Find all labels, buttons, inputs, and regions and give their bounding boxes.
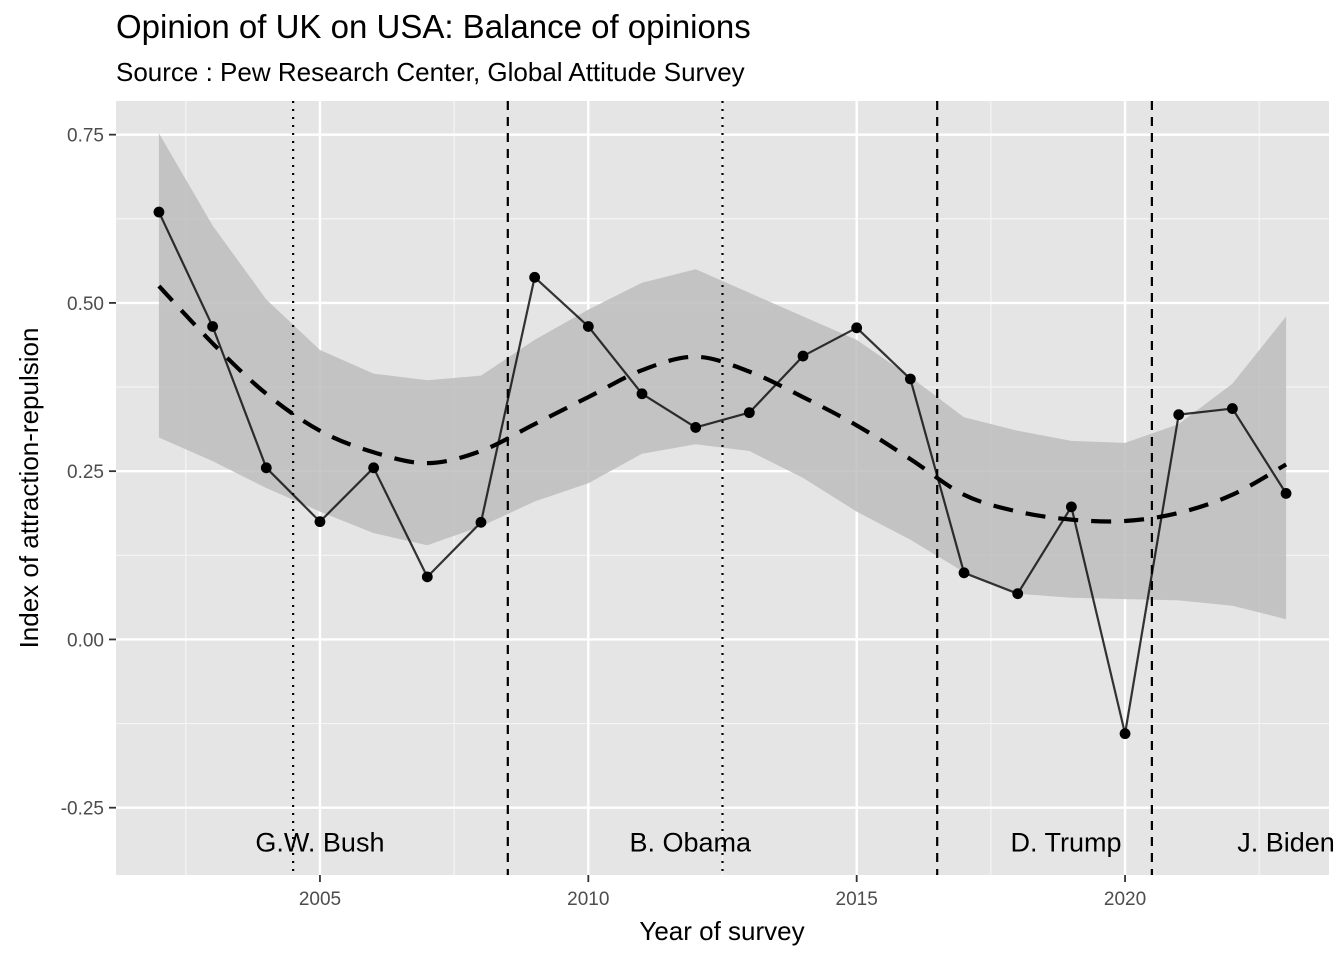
data-point [529,271,541,283]
y-tick-label: 0.50 [67,294,104,315]
president-label: J. Biden [1237,827,1335,857]
y-tick-label: 0.25 [67,462,104,483]
president-labels: G.W. Bush B. Obama D. Trump J. Biden [255,827,1334,857]
line-segment [802,326,858,358]
chart-title: Opinion of UK on USA: Balance of opinion… [116,8,751,45]
y-tick-label: -0.25 [61,799,104,820]
line-segment [963,571,1019,595]
line-segment [211,326,268,469]
president-label: G.W. Bush [255,827,384,857]
y-tick-label: 0.00 [67,630,104,651]
x-tick-label: 2010 [567,889,609,910]
confidence-band [158,133,1287,620]
y-axis-title: Index of attraction-repulsion [14,328,44,649]
line-segment [533,276,590,328]
y-tick-label: 0.75 [67,126,104,147]
data-point [207,321,219,332]
observed-line [157,211,1287,734]
data-point [1119,728,1131,740]
line-segment [1231,407,1287,494]
data-point [1173,409,1185,421]
president-label: B. Obama [630,827,753,857]
line-segment [265,467,321,523]
data-point [1012,588,1024,600]
line-segment [1123,414,1180,734]
chart-subtitle: Source : Pew Research Center, Global Att… [116,57,745,87]
data-point [421,571,433,583]
line-segment [1178,407,1233,416]
data-point [904,373,916,385]
data-point [851,322,863,334]
line-segment [426,521,482,578]
observed-points [153,206,1292,740]
data-point [797,350,809,362]
x-tick-label: 2015 [836,889,878,910]
data-point [690,422,702,433]
data-point [1226,403,1238,414]
x-axis: 2005 2010 2015 2020 [299,875,1146,910]
line-segment [748,355,804,414]
smoothed-trend-line [157,284,1288,524]
line-segment [157,211,214,327]
data-point [1065,501,1077,513]
y-axis: -0.25 0.00 0.25 0.50 0.75 [61,126,116,820]
x-axis-title: Year of survey [639,916,804,946]
line-segment [1070,506,1127,734]
line-segment [319,467,375,523]
line-segment [641,392,697,429]
data-point [636,388,648,400]
data-point [475,516,487,528]
data-point [260,462,272,474]
data-point [314,516,326,528]
line-segment [479,277,536,523]
line-segment [1016,506,1073,595]
data-point [958,567,970,579]
president-term-lines [292,101,1153,875]
x-tick-label: 2020 [1104,889,1146,910]
data-point [743,407,755,419]
data-point [1280,487,1292,499]
line-segment [372,467,429,578]
data-point [153,206,165,218]
president-label: D. Trump [1010,827,1121,857]
line-segment [855,327,912,380]
line-segment [695,411,750,429]
data-point [368,462,380,474]
x-tick-label: 2005 [299,889,341,910]
data-point [582,321,594,332]
line-segment [909,378,966,574]
line-segment [587,325,643,395]
